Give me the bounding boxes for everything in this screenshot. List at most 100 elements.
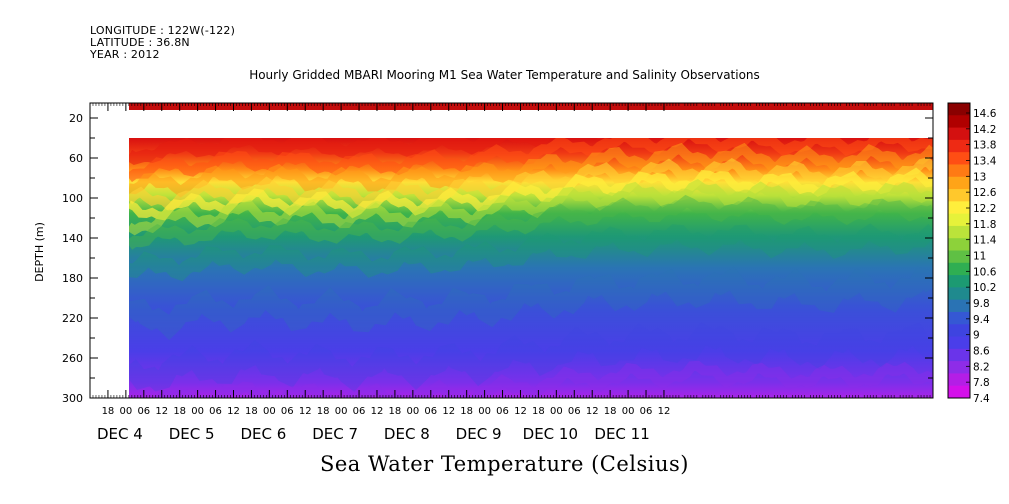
y-axis-label: DEPTH (m)	[33, 222, 46, 282]
colorbar-swatch	[948, 225, 970, 239]
colorbar-swatch	[948, 201, 970, 215]
x-hour-label: 06	[353, 406, 366, 417]
x-hour-label: 06	[424, 406, 437, 417]
x-hour-label: 00	[191, 406, 204, 417]
colorbar-swatch	[948, 324, 970, 338]
x-day-label: DEC 4	[97, 425, 143, 443]
x-hour-label: 12	[442, 406, 455, 417]
chart-title: Hourly Gridded MBARI Mooring M1 Sea Wate…	[249, 68, 760, 82]
colorbar-swatch	[948, 348, 970, 362]
colorbar-swatch	[948, 115, 970, 129]
x-hour-label: 00	[406, 406, 419, 417]
colorbar-label: 13.8	[973, 140, 996, 152]
x-hour-label: 12	[227, 406, 240, 417]
x-hour-label: 00	[550, 406, 563, 417]
colorbar-label: 13	[973, 171, 986, 183]
x-day-label: DEC 9	[456, 425, 502, 443]
x-hour-label: 12	[299, 406, 312, 417]
colorbar-label: 8.6	[973, 346, 990, 358]
colorbar-frame	[947, 102, 971, 399]
colorbar-label: 7.8	[973, 377, 990, 389]
x-hour-label: 06	[137, 406, 150, 417]
y-tick-label: 180	[62, 272, 83, 285]
y-tick-label: 140	[62, 232, 83, 245]
colorbar-swatch	[948, 238, 970, 251]
x-hour-label: 18	[317, 406, 330, 417]
x-day-label: DEC 10	[523, 425, 578, 443]
colorbar-swatch	[948, 311, 970, 325]
colorbar-label: 14.6	[973, 108, 997, 120]
y-tick-label: 100	[62, 192, 83, 205]
axes: 20 60 100 140 180 220 260 300 18 00 06 12 18 00 06 12 18…	[62, 102, 934, 443]
y-tick-label: 260	[62, 352, 83, 365]
colorbar-label: 13.4	[973, 156, 997, 168]
colorbar-swatch	[948, 299, 970, 313]
x-hour-label: 06	[281, 406, 294, 417]
colorbar-swatch	[948, 139, 970, 153]
x-hour-label: 12	[586, 406, 599, 417]
colorbar-label: 7.4	[973, 393, 990, 405]
colorbar-label: 12.2	[973, 203, 996, 215]
x-hour-label: 18	[173, 406, 186, 417]
colorbar-label: 11.8	[973, 219, 996, 231]
x-day-label: DEC 6	[240, 425, 286, 443]
longitude-label: LONGITUDE : 122W(-122)	[90, 24, 236, 37]
colorbar-swatch	[948, 213, 970, 227]
x-hour-label: 00	[478, 406, 491, 417]
x-hour-label: 06	[209, 406, 222, 417]
x-hour-label: 18	[245, 406, 258, 417]
x-hour-label: 18	[460, 406, 473, 417]
colorbar-label: 9.8	[973, 298, 990, 310]
colorbar-swatch	[948, 176, 970, 190]
x-hour-label: 00	[335, 406, 348, 417]
x-day-label: DEC 11	[594, 425, 649, 443]
latitude-label: LATITUDE : 36.8N	[90, 36, 190, 49]
x-hour-label: 18	[604, 406, 617, 417]
colorbar-swatch	[948, 361, 970, 374]
colorbar-swatch	[948, 336, 970, 350]
x-day-label: DEC 8	[384, 425, 430, 443]
colorbar-swatch	[948, 164, 970, 178]
y-tick-label: 20	[69, 112, 83, 125]
x-hour-label: 18	[389, 406, 402, 417]
year-label: YEAR : 2012	[90, 48, 160, 61]
x-day-label: DEC 5	[169, 425, 215, 443]
colorbar: 14.6 14.2 13.8 13.4 13 12.6 12.2 11.8 11.4 11 10.6…	[947, 102, 997, 405]
x-day-label: DEC 7	[312, 425, 358, 443]
contour-band	[154, 360, 933, 398]
colorbar-label: 12.6	[973, 187, 997, 199]
colorbar-swatch	[948, 127, 970, 141]
contour-band	[129, 194, 933, 250]
contour-band	[129, 223, 933, 282]
x-hour-label: 00	[120, 406, 133, 417]
surface-band	[129, 103, 933, 110]
colorbar-label: 10.6	[973, 266, 997, 278]
colorbar-swatch	[948, 373, 970, 387]
colorbar-label: 9.4	[973, 314, 990, 326]
contour-band	[129, 322, 933, 392]
contour-band	[129, 157, 933, 212]
y-tick-label: 300	[62, 392, 83, 405]
colorbar-label: 8.2	[973, 361, 990, 373]
x-hour-label: 12	[658, 406, 671, 417]
contour-band	[129, 266, 933, 341]
contour-band	[129, 138, 814, 165]
x-hour-label: 12	[514, 406, 527, 417]
colorbar-label: 14.2	[973, 124, 996, 136]
heatmap-area	[90, 103, 933, 398]
contour-band	[129, 167, 933, 221]
y-tick-label: 60	[69, 152, 83, 165]
colorbar-label: 11.4	[973, 235, 997, 247]
colorbar-swatch	[948, 189, 970, 202]
x-axis-label: Sea Water Temperature (Celsius)	[319, 452, 689, 476]
colorbar-swatch	[948, 152, 970, 165]
colorbar-swatch	[948, 287, 970, 301]
colorbar-swatch	[948, 385, 970, 399]
colorbar-swatch	[948, 103, 970, 116]
x-hour-label: 18	[532, 406, 545, 417]
contour-band	[129, 138, 933, 183]
x-hour-label: 00	[622, 406, 635, 417]
colorbar-label: 9	[973, 330, 980, 342]
contour-band	[129, 178, 933, 236]
